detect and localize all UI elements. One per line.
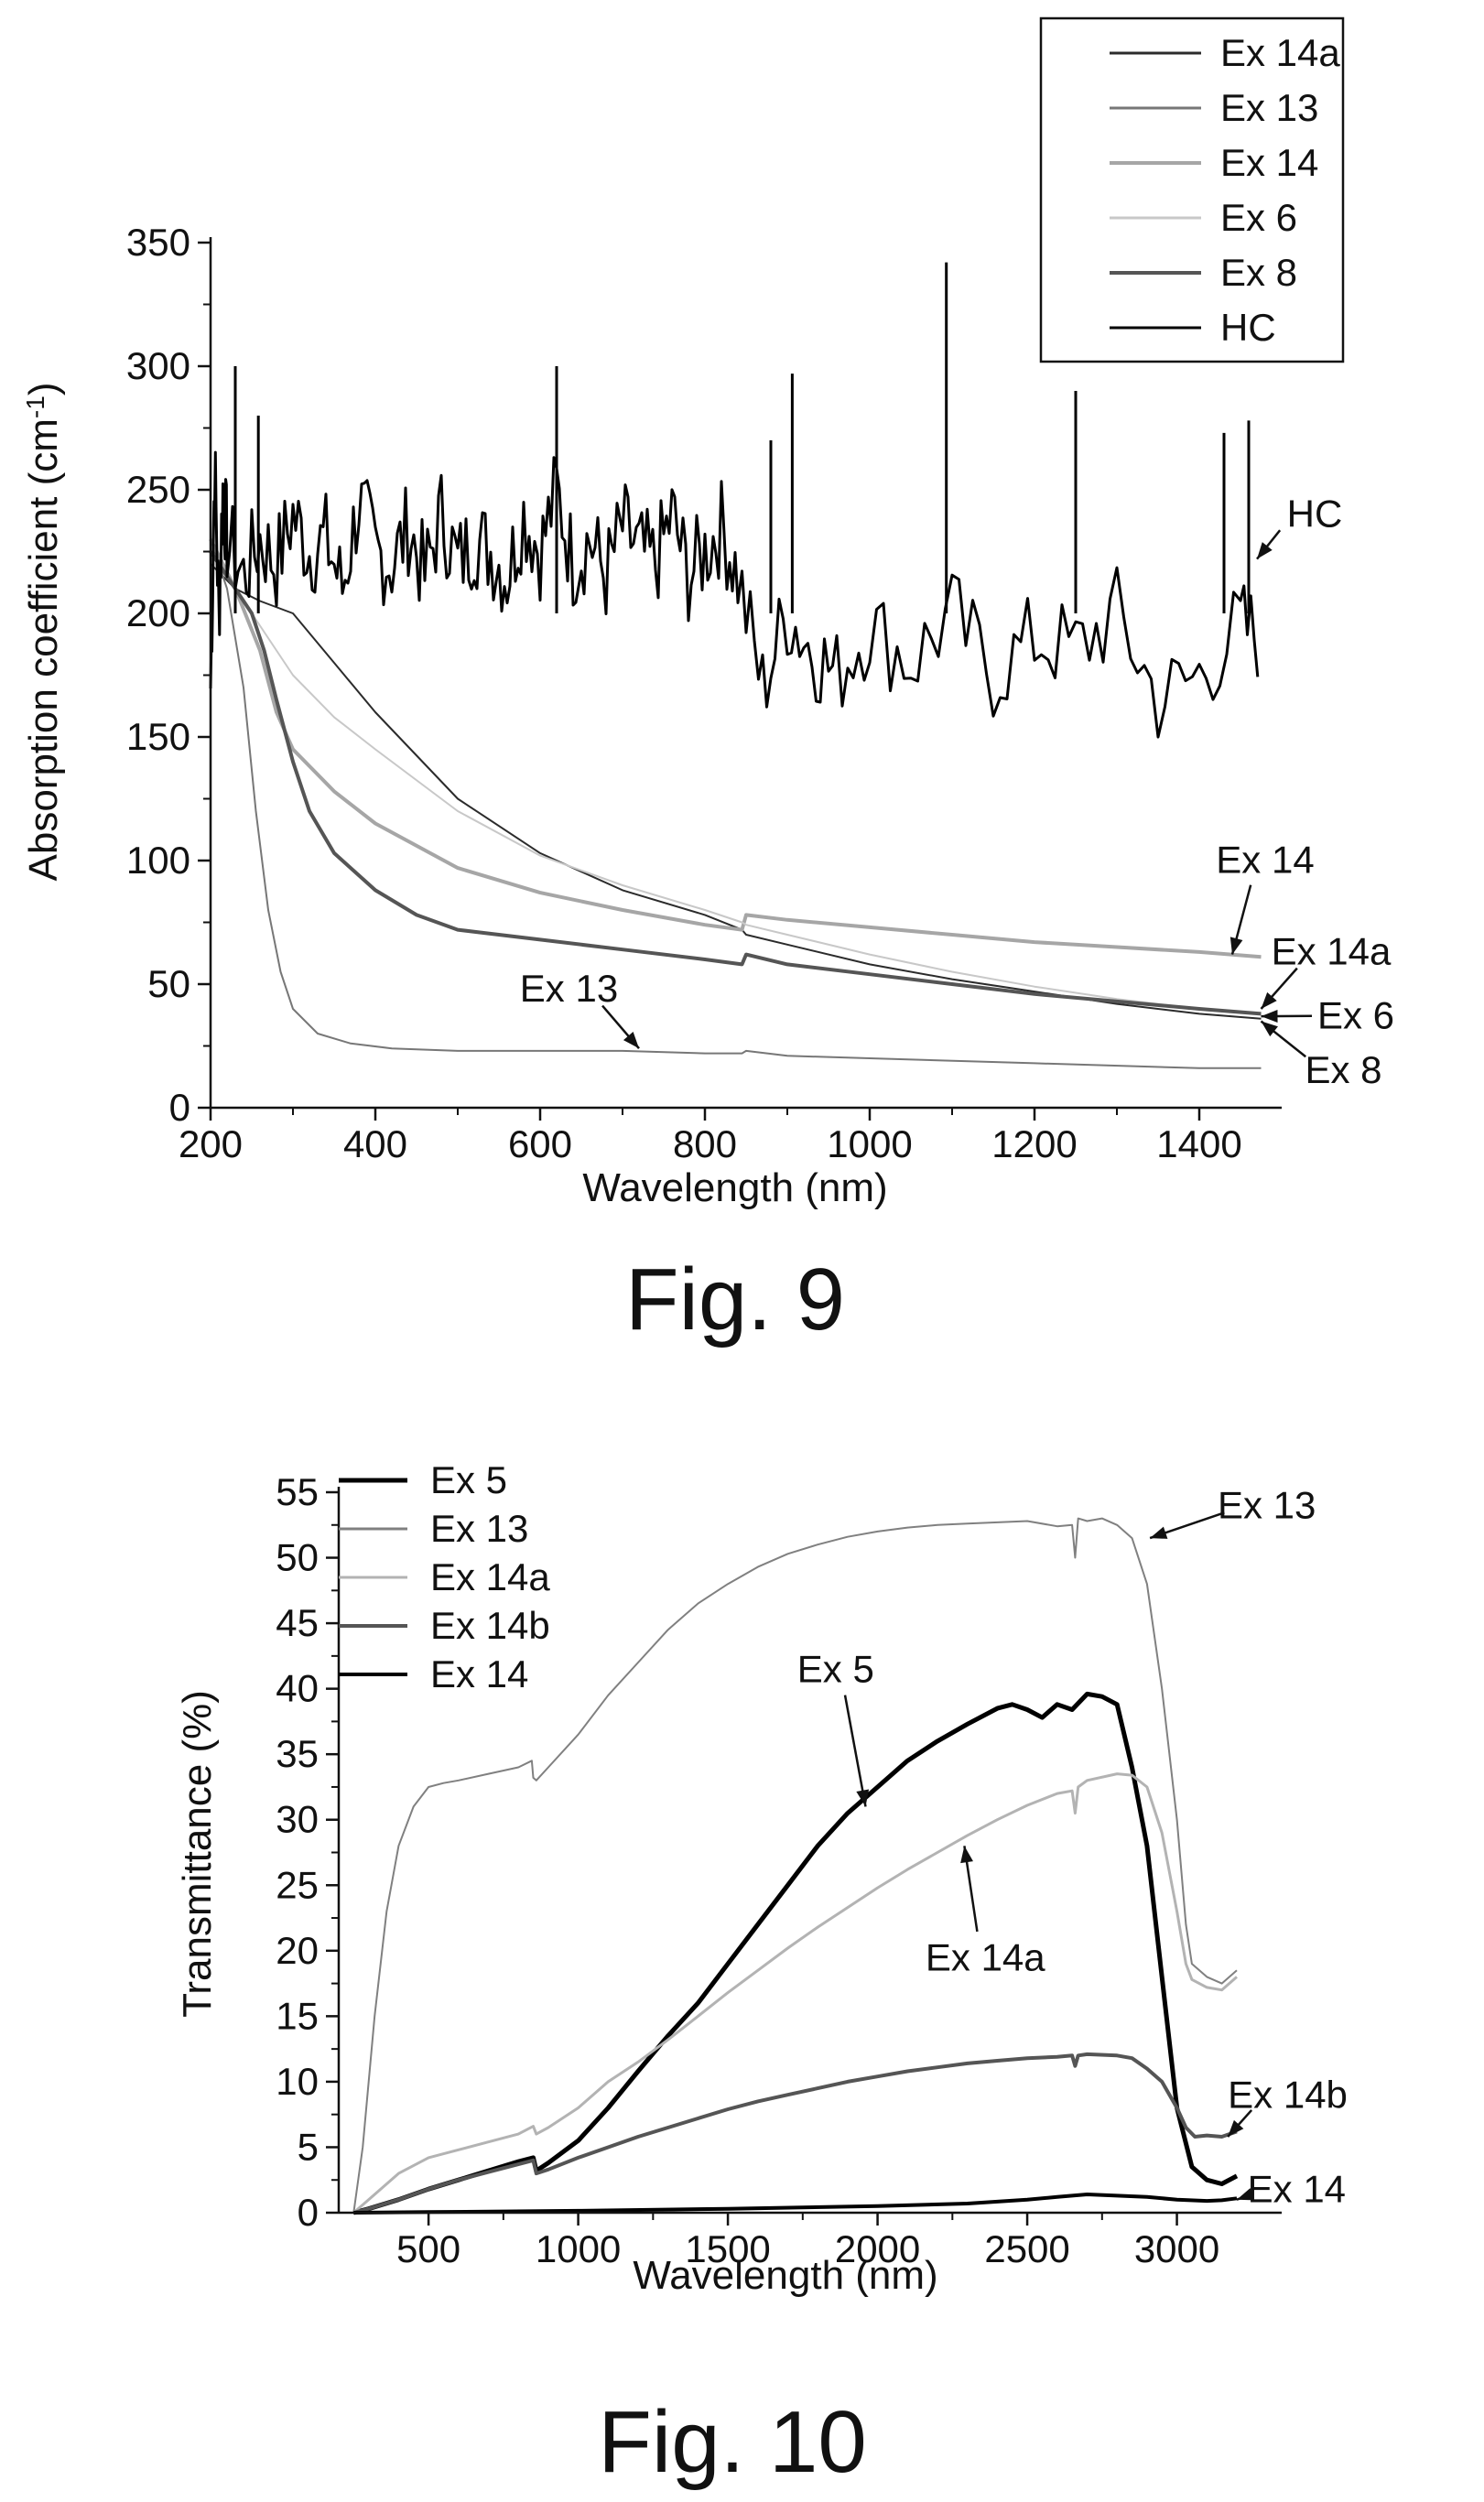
fig9-annotation-label: HC: [1287, 493, 1343, 536]
fig9-x-tick-label: 600: [508, 1122, 572, 1165]
fig10-y-tick-label: 20: [276, 1929, 319, 1972]
fig9-annotation-arrowhead: [1261, 991, 1277, 1009]
fig9-legend-box: [1039, 16, 1345, 363]
fig9-y-tick-label: 200: [126, 591, 190, 634]
fig9-legend: Ex 14a Ex 13 Ex 14 Ex 6 Ex 8 HC: [1039, 16, 1345, 363]
fig10-y-tick-label: 10: [276, 2060, 319, 2103]
fig10-y-tick-label: 45: [276, 1601, 319, 1644]
fig10-annotation-label: Ex 14: [1248, 2168, 1346, 2211]
fig10-legend-entry: Ex 14: [430, 1652, 528, 1695]
fig10-annotation-label: Ex 5: [797, 1647, 874, 1690]
fig9-legend-entry: Ex 14a: [1220, 31, 1340, 74]
fig10-x-tick-label: 2500: [984, 2227, 1069, 2270]
fig9-legend-entry: Ex 8: [1220, 251, 1297, 294]
fig10-y-tick-label: 55: [276, 1470, 319, 1513]
fig9-annotation-label: Ex 6: [1317, 994, 1394, 1037]
fig10-series-group: [352, 1517, 1239, 2215]
fig10-y-tick-label: 5: [298, 2125, 319, 2168]
fig10-series-line-ex-13: [352, 1517, 1238, 2214]
fig9-y-axis-label-main: Absorption coefficient (cm: [21, 418, 66, 881]
fig9-x-tick-label: 1000: [827, 1122, 912, 1165]
fig10-annotation-arrowhead: [1236, 2188, 1255, 2201]
fig10-legend-entry: Ex 14b: [430, 1604, 550, 1647]
fig9-annotation-arrowhead: [1257, 542, 1273, 559]
fig10-annotation-arrowhead: [856, 1789, 870, 1807]
fig9-annotation-label: Ex 13: [520, 967, 618, 1010]
fig9-series-line-ex-14: [209, 538, 1262, 959]
fig9-y-axis-label-close: ): [21, 383, 66, 396]
fig10-y-tick-label: 25: [276, 1863, 319, 1906]
fig10-y-axis-label: Transmittance (%): [175, 1690, 220, 2018]
fig9-x-axis-label: Wavelength (nm): [582, 1165, 887, 1210]
fig10-y-tick-label: 40: [276, 1667, 319, 1710]
fig10-legend-entry: Ex 5: [430, 1458, 507, 1501]
fig9-y-tick-label: 300: [126, 344, 190, 387]
fig9-y-axis-label: Absorption coefficient (cm-1): [21, 383, 66, 882]
fig9-annotation-label: Ex 14: [1216, 839, 1314, 882]
fig9-x-tick-label: 200: [179, 1122, 243, 1165]
fig10-x-tick-label: 2000: [835, 2227, 920, 2270]
fig9-y-tick-label: 100: [126, 839, 190, 882]
fig10-annotations: Ex 13 Ex 5 Ex 14a Ex 14b Ex 14: [797, 1484, 1348, 2211]
fig10-legend: Ex 5 Ex 13 Ex 14a Ex 14b Ex 14: [339, 1458, 550, 1695]
fig9-x-tick-label: 800: [673, 1122, 737, 1165]
fig10-annotation-label: Ex 13: [1218, 1484, 1316, 1527]
fig9-annotation-arrowhead: [623, 1031, 639, 1049]
fig10-series-line-ex-14b: [352, 2052, 1238, 2215]
fig9-y-tick-label: 0: [169, 1086, 190, 1129]
fig10-y-tick-label: 30: [276, 1798, 319, 1841]
fig10-axes: 500 1000 1500 2000 2500 3000 0 5 10 15 20 25 30 35 40 4…: [276, 1470, 1282, 2270]
fig9-y-tick-label: 50: [147, 962, 190, 1005]
fig10-y-tick-label: 50: [276, 1536, 319, 1579]
fig10-y-tick-label: 35: [276, 1732, 319, 1775]
fig10-x-tick-label: 3000: [1134, 2227, 1219, 2270]
fig10-x-tick-label: 1000: [536, 2227, 621, 2270]
fig9-x-tick-label: 400: [343, 1122, 407, 1165]
fig10-annotation-arrowhead: [1228, 2119, 1244, 2138]
fig10-y-tick-label: 0: [298, 2191, 319, 2234]
fig9-chart: 200 400 600 800 1000 1200 1400 0 50 100 150 200 250 3…: [21, 16, 1394, 1348]
fig9-legend-entry: Ex 13: [1220, 86, 1318, 129]
fig10-series-line-ex-5: [352, 1691, 1239, 2215]
fig10-annotation-arrowhead: [960, 1846, 973, 1864]
fig10-x-axis-label: Wavelength (nm): [633, 2253, 937, 2298]
fig9-annotation-arrowhead: [1229, 937, 1243, 955]
fig9-legend-entry: Ex 14: [1220, 141, 1318, 184]
fig9-legend-entry: HC: [1220, 306, 1276, 349]
fig10-y-tick-label: 15: [276, 1994, 319, 2037]
fig9-annotation-label: Ex 8: [1305, 1048, 1381, 1091]
fig9-legend-entry: Ex 6: [1220, 196, 1297, 239]
fig9-series-line-hc: [209, 450, 1260, 739]
fig9-y-tick-label: 350: [126, 221, 190, 264]
fig9-axes: 200 400 600 800 1000 1200 1400 0 50 100 150 200 250 3…: [126, 221, 1282, 1165]
fig10-annotation-label: Ex 14a: [926, 1935, 1045, 1978]
fig9-y-tick-label: 150: [126, 715, 190, 758]
fig9-caption: Fig. 9: [625, 1251, 845, 1348]
fig9-series-line-ex-8: [209, 550, 1262, 1016]
fig10-legend-entry: Ex 13: [430, 1507, 528, 1550]
fig10-x-tick-label: 500: [396, 2227, 460, 2270]
fig10-x-tick-label: 1500: [685, 2227, 770, 2270]
fig10-caption: Fig. 10: [598, 2393, 866, 2491]
fig10-legend-entry: Ex 14a: [430, 1555, 550, 1598]
fig10-annotation-label: Ex 14b: [1228, 2074, 1348, 2117]
fig9-series-line-ex-14a: [210, 563, 1262, 1020]
fig10-series-line-ex-14: [353, 2193, 1238, 2215]
fig9-x-tick-label: 1200: [991, 1122, 1077, 1165]
fig9-series-group: [209, 262, 1262, 1069]
fig9-series-line-ex-13: [210, 538, 1262, 1069]
fig9-series-line-ex-6: [210, 550, 1262, 1015]
fig9-x-tick-label: 1400: [1156, 1122, 1241, 1165]
fig9-annotations: HC Ex 14 Ex 14a Ex 6 Ex 8 Ex 13: [520, 493, 1394, 1092]
fig9-y-axis-label-sup: -1: [21, 395, 49, 418]
fig10-annotation-arrowhead: [1150, 1526, 1168, 1539]
fig10-annotation-arrow: [843, 1695, 867, 1807]
fig9-annotation-label: Ex 14a: [1272, 929, 1392, 972]
fig9-annotation-arrowhead: [1261, 1009, 1278, 1023]
fig10-series-line-ex-14a: [352, 1772, 1238, 2215]
fig9-y-tick-label: 250: [126, 468, 190, 511]
fig9-annotation-arrowhead: [1261, 1021, 1278, 1037]
fig10-chart: 500 1000 1500 2000 2500 3000 0 5 10 15 20 25 30 35 40 4…: [175, 1458, 1348, 2491]
